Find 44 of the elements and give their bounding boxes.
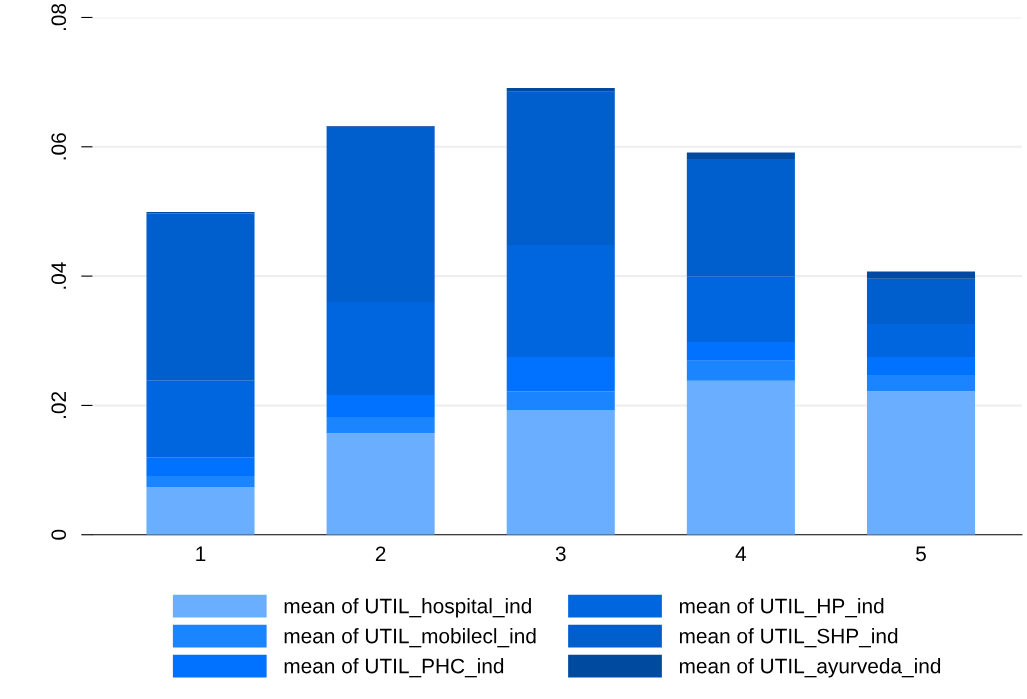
legend-label: mean of UTIL_HP_ind bbox=[679, 598, 884, 618]
bar bbox=[506, 410, 615, 535]
bar bbox=[866, 375, 976, 392]
bar bbox=[506, 356, 615, 392]
x-tick-label: 5 bbox=[916, 546, 926, 562]
bar bbox=[686, 342, 795, 361]
bar bbox=[866, 323, 976, 357]
legend-label: mean of UTIL_ayurveda_ind bbox=[679, 658, 941, 678]
x-tick-label: 3 bbox=[555, 546, 566, 562]
bar bbox=[146, 213, 255, 381]
bar bbox=[146, 380, 255, 458]
x-tick-label: 1 bbox=[196, 546, 206, 561]
y-tick-label: .02 bbox=[51, 391, 67, 418]
bar bbox=[326, 301, 435, 396]
bar bbox=[506, 91, 615, 246]
bar bbox=[506, 245, 615, 357]
bar bbox=[146, 457, 255, 476]
bar bbox=[866, 391, 976, 535]
legend-label: mean of UTIL_hospital_ind bbox=[284, 598, 531, 618]
bar bbox=[686, 276, 795, 343]
y-tick-label: .08 bbox=[51, 3, 67, 31]
legend-label: mean of UTIL_PHC_ind bbox=[284, 658, 504, 678]
bar bbox=[326, 433, 435, 535]
bar bbox=[686, 380, 795, 535]
bar bbox=[146, 486, 255, 535]
bar bbox=[326, 395, 435, 418]
legend-label: mean of UTIL_SHP_ind bbox=[679, 628, 898, 648]
legend-label: mean of UTIL_mobilecl_ind bbox=[284, 628, 536, 648]
bar bbox=[506, 391, 615, 411]
bar bbox=[146, 475, 255, 487]
y-tick-label: .04 bbox=[51, 262, 67, 289]
bar bbox=[326, 417, 435, 434]
x-tick-label: 2 bbox=[375, 546, 386, 561]
bar bbox=[686, 152, 795, 160]
bar bbox=[326, 126, 435, 302]
bar bbox=[866, 271, 976, 279]
bar bbox=[506, 87, 615, 92]
x-tick-label: 4 bbox=[735, 546, 747, 561]
y-tick-label: 0 bbox=[51, 529, 67, 540]
bar bbox=[866, 356, 976, 376]
y-tick-label: .06 bbox=[51, 133, 67, 160]
bar bbox=[866, 278, 976, 324]
bar bbox=[686, 159, 795, 277]
bar bbox=[686, 360, 795, 381]
